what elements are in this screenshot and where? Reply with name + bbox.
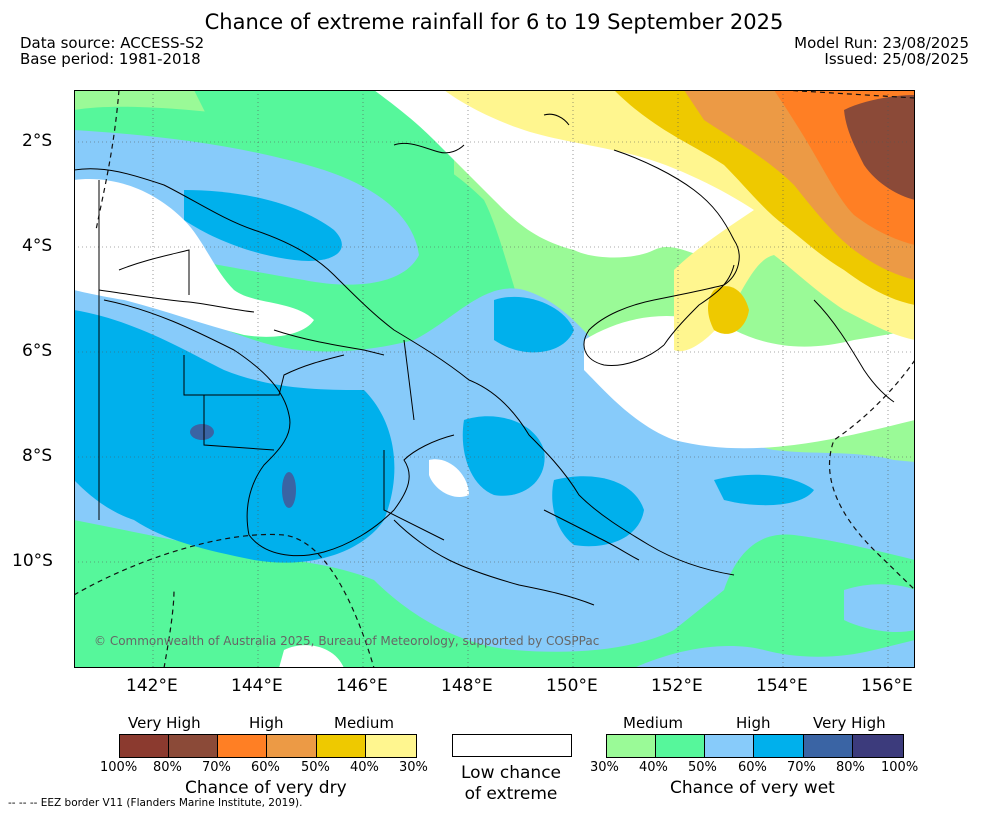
lon-label-146e: 146°E xyxy=(336,676,388,696)
zone-70-80-wet-spot2 xyxy=(282,472,296,508)
dry-swatch-4 xyxy=(267,735,317,757)
dry-tick-30: 30% xyxy=(399,760,428,775)
lon-label-154e: 154°E xyxy=(756,676,808,696)
rainfall-map: © Commonwealth of Australia 2025, Bureau… xyxy=(74,90,915,668)
data-source: Data source: ACCESS-S2 xyxy=(20,34,205,52)
wet-tick-60: 60% xyxy=(738,760,767,775)
eez-footnote: -- -- -- EEZ border V11 (Flanders Marine… xyxy=(8,797,303,809)
lat-label-4s: 4°S xyxy=(22,236,53,256)
low-chance-swatch xyxy=(452,734,572,757)
wet-level-high: High xyxy=(736,714,771,732)
wet-tick-30: 30% xyxy=(590,760,619,775)
dry-tick-80: 80% xyxy=(153,760,182,775)
lon-label-152e: 152°E xyxy=(651,676,703,696)
zone-40-50-wet-top xyxy=(194,90,454,180)
lat-label-6s: 6°S xyxy=(22,341,53,361)
coastlines xyxy=(74,113,895,606)
zone-low-small xyxy=(429,459,469,498)
zone-60-70-wet-ne xyxy=(714,474,814,506)
dry-caption: Chance of very dry xyxy=(185,778,347,798)
low-chance-line2: of extreme xyxy=(464,784,558,804)
gridlines xyxy=(74,90,915,668)
zone-low-east xyxy=(584,316,915,449)
dry-swatch-6 xyxy=(366,735,416,757)
dry-level-high: High xyxy=(249,714,284,732)
model-run: Model Run: 23/08/2025 xyxy=(794,34,969,52)
zone-60-70-wet-nw xyxy=(184,190,342,261)
copyright-text: © Commonwealth of Australia 2025, Bureau… xyxy=(94,634,599,648)
wet-tick-80: 80% xyxy=(836,760,865,775)
wet-tick-40: 40% xyxy=(639,760,668,775)
low-chance-line1: Low chance xyxy=(461,763,561,783)
borders xyxy=(98,180,445,541)
dry-tick-100: 100% xyxy=(100,760,138,775)
dry-tick-50: 50% xyxy=(301,760,330,775)
zone-70-80-wet-spot1 xyxy=(190,424,214,440)
wet-colorbar xyxy=(606,734,904,758)
wet-swatch-6 xyxy=(853,735,903,757)
dry-level-medium: Medium xyxy=(334,714,394,732)
wet-tick-100: 100% xyxy=(881,760,919,775)
wet-level-medium: Medium xyxy=(623,714,683,732)
wet-tick-70: 70% xyxy=(787,760,816,775)
zone-60-70-wet-mid xyxy=(462,416,545,496)
wet-swatch-2 xyxy=(656,735,705,757)
wet-swatch-3 xyxy=(705,735,754,757)
zone-40-50-dry-spot xyxy=(708,286,749,334)
wet-level-very-high: Very High xyxy=(813,714,886,732)
meta-right: Model Run: 23/08/2025 Issued: 25/08/2025 xyxy=(794,35,969,67)
zone-70-80-dry xyxy=(844,95,915,200)
wet-swatch-4 xyxy=(754,735,804,757)
wet-swatch-5 xyxy=(804,735,853,757)
low-chance-caption: Low chance of extreme xyxy=(430,763,592,805)
lon-label-156e: 156°E xyxy=(861,676,913,696)
map-title: Chance of extreme rainfall for 6 to 19 S… xyxy=(204,10,784,34)
zone-low-west xyxy=(74,179,314,337)
wet-swatch-1 xyxy=(607,735,656,757)
base-period: Base period: 1981-2018 xyxy=(20,50,201,68)
dry-swatch-2 xyxy=(169,735,218,757)
dry-swatch-3 xyxy=(218,735,267,757)
issued-date: Issued: 25/08/2025 xyxy=(824,50,969,68)
zone-60-70-wet-central xyxy=(494,296,574,353)
lon-label-142e: 142°E xyxy=(126,676,178,696)
lat-label-8s: 8°S xyxy=(22,446,53,466)
zone-50-60-wet-se xyxy=(634,640,915,668)
dry-swatch-1 xyxy=(120,735,169,757)
dry-level-very-high: Very High xyxy=(128,714,201,732)
wet-tick-50: 50% xyxy=(688,760,717,775)
dry-tick-70: 70% xyxy=(202,760,231,775)
dry-tick-60: 60% xyxy=(251,760,280,775)
lon-label-148e: 148°E xyxy=(441,676,493,696)
lon-label-150e: 150°E xyxy=(546,676,598,696)
lat-label-2s: 2°S xyxy=(22,131,53,151)
lon-label-144e: 144°E xyxy=(231,676,283,696)
meta-left: Data source: ACCESS-S2 Base period: 1981… xyxy=(20,35,204,67)
dry-colorbar xyxy=(119,734,417,758)
dry-tick-40: 40% xyxy=(350,760,379,775)
zone-low-south xyxy=(279,645,344,668)
zone-50-60-wet-e xyxy=(844,584,915,632)
zone-60-70-wet-south xyxy=(74,310,395,563)
wet-caption: Chance of very wet xyxy=(670,778,835,798)
dry-swatch-5 xyxy=(317,735,366,757)
lat-label-10s: 10°S xyxy=(12,551,53,571)
